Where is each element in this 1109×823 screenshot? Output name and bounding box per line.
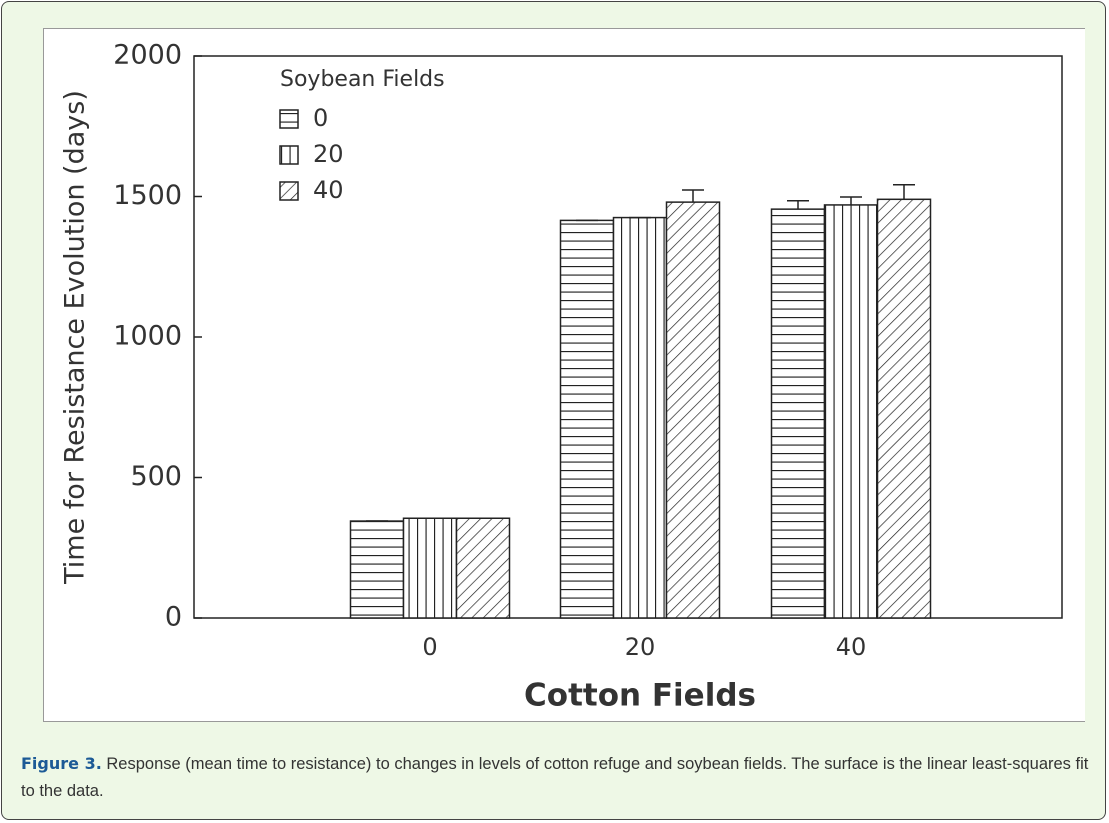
bar <box>876 198 932 619</box>
x-tick-label: 0 <box>422 633 437 661</box>
legend-swatch <box>279 181 299 201</box>
x-tick-label: 40 <box>836 633 867 661</box>
y-tick-label: 1000 <box>113 321 182 352</box>
x-tick-label: 20 <box>625 633 656 661</box>
y-tick-label: 0 <box>165 602 182 633</box>
caption-label: Figure 3. <box>21 754 102 773</box>
y-axis-label: Time for Resistance Evolution (days) <box>60 90 91 585</box>
error-bar <box>840 196 862 205</box>
y-tick-label: 1500 <box>113 180 182 211</box>
legend-label: 40 <box>313 176 344 204</box>
bar <box>665 201 721 619</box>
caption: Figure 3. Response (mean time to resista… <box>21 750 1096 805</box>
bar <box>612 216 668 619</box>
chart: Time for Resistance Evolution (days) Cot… <box>43 28 1085 722</box>
bar <box>402 517 458 619</box>
bar <box>455 517 511 619</box>
bar <box>770 208 826 619</box>
legend-label: 0 <box>313 104 328 132</box>
legend-swatch <box>279 109 299 129</box>
bar <box>559 219 615 619</box>
error-bar <box>893 183 915 200</box>
legend-swatch <box>279 145 299 165</box>
legend-title: Soybean Fields <box>280 67 445 92</box>
bar <box>823 204 879 619</box>
y-tick-label: 2000 <box>113 40 182 71</box>
error-bar <box>787 199 809 210</box>
error-bar <box>682 189 704 203</box>
legend-label: 20 <box>313 140 344 168</box>
x-axis-label: Cotton Fields <box>524 678 756 714</box>
y-tick-label: 500 <box>130 461 182 492</box>
bar <box>349 520 405 619</box>
caption-text: Response (mean time to resistance) to ch… <box>21 755 1089 800</box>
